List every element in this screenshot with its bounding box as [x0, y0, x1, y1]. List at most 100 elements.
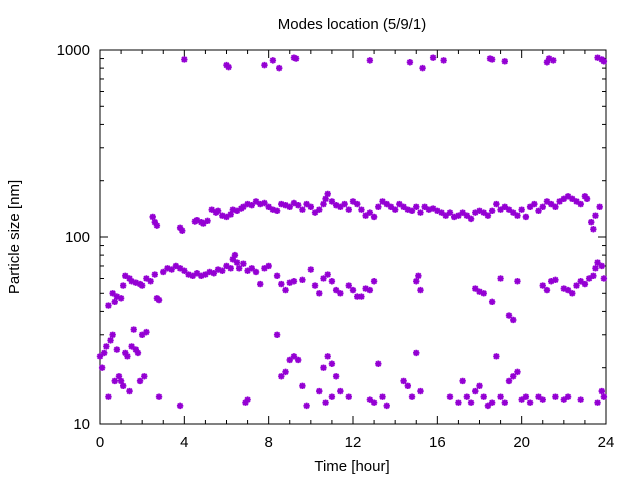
scatter-point [337, 387, 344, 395]
axis-ticks [99, 49, 607, 425]
scatter-point [550, 57, 557, 64]
x-tick-label: 20 [513, 434, 530, 451]
scatter-point [514, 212, 521, 219]
scatter-point [493, 353, 500, 360]
scatter-point [480, 209, 487, 216]
scatter-point [294, 201, 302, 209]
scatter-point [244, 396, 251, 403]
x-tick-label: 4 [180, 434, 188, 451]
scatter-point [322, 399, 329, 406]
scatter-point [130, 326, 137, 333]
scatter-point [229, 256, 237, 263]
scatter-point [577, 200, 584, 208]
scatter-point [497, 393, 504, 400]
scatter-point [400, 377, 407, 385]
scatter-point [501, 203, 508, 211]
scatter-point [299, 276, 306, 284]
scatter-point [514, 278, 521, 285]
scatter-point [143, 275, 150, 282]
x-tick-label: 0 [96, 434, 104, 451]
scatter-point [229, 206, 237, 213]
scatter-point [569, 290, 576, 297]
scatter-point [590, 226, 597, 233]
scatter-point [488, 56, 496, 63]
scatter-point [590, 272, 597, 280]
scatter-point [543, 286, 551, 294]
scatter-point [290, 278, 298, 285]
scatter-point [573, 282, 580, 289]
scatter-point [109, 290, 116, 297]
scatter-point [438, 209, 445, 216]
scatter-point [181, 267, 188, 274]
scatter-point [396, 200, 403, 208]
scatter-point [231, 251, 239, 259]
scatter-point [467, 399, 475, 406]
x-tick-label: 12 [345, 434, 362, 451]
scatter-point [273, 207, 281, 215]
scatter-point [522, 393, 530, 400]
scatter-point [472, 209, 479, 216]
scatter-point [349, 198, 357, 205]
scatter-point [128, 278, 135, 285]
scatter-point [261, 199, 268, 207]
scatter-point [535, 207, 542, 215]
scatter-point [332, 201, 340, 209]
scatter-point [505, 312, 513, 319]
scatter-point [138, 282, 146, 289]
scatter-point [181, 56, 188, 63]
scatter-point [316, 290, 323, 297]
scatter-point [269, 206, 277, 213]
scatter-point [324, 190, 331, 198]
scatter-point [324, 353, 331, 360]
scatter-point [379, 198, 386, 205]
scatter-point [233, 259, 241, 266]
scatter-point [413, 203, 420, 211]
y-tick-label: 100 [65, 229, 90, 246]
scatter-point [290, 353, 298, 360]
scatter-point [415, 272, 422, 280]
scatter-point [240, 203, 247, 211]
scatter-point [219, 212, 226, 219]
scatter-point [332, 373, 340, 380]
scatter-point [223, 213, 230, 221]
scatter-point [265, 203, 272, 211]
scatter-point [119, 382, 127, 390]
x-tick-label: 24 [598, 434, 615, 451]
scatter-point [269, 57, 277, 64]
scatter-point [592, 265, 599, 272]
scatter-point [446, 393, 454, 400]
scatter-point [354, 293, 361, 300]
scatter-point [545, 55, 553, 62]
y-tick-label: 1000 [57, 42, 90, 59]
scatter-point [294, 356, 302, 364]
scatter-point [286, 356, 293, 364]
scatter-point [569, 195, 576, 203]
scatter-point [358, 293, 365, 300]
scatter-point [299, 382, 306, 390]
scatter-point [510, 316, 517, 324]
scatter-point [564, 193, 572, 200]
scatter-point [484, 402, 492, 410]
scatter-point [328, 278, 336, 285]
scatter-point [472, 285, 479, 292]
scatter-point [585, 275, 593, 282]
scatter-point [227, 265, 234, 272]
scatter-point [514, 368, 521, 376]
scatter-point [244, 200, 251, 208]
scatter-point [341, 200, 348, 208]
scatter-point [505, 377, 513, 385]
scatter-point [577, 278, 584, 285]
scatter-point [417, 286, 424, 294]
scatter-point [547, 278, 555, 285]
scatter-point [480, 290, 487, 297]
scatter-point [206, 268, 213, 276]
scatter-point [149, 213, 156, 221]
scatter-point [328, 393, 336, 400]
scatter-point [227, 211, 234, 218]
scatter-point [320, 200, 327, 208]
scatter-point [518, 396, 525, 403]
scatter-point [417, 209, 424, 216]
scatter-point [303, 402, 310, 410]
scatter-point [276, 64, 283, 72]
scatter-point [510, 209, 517, 216]
